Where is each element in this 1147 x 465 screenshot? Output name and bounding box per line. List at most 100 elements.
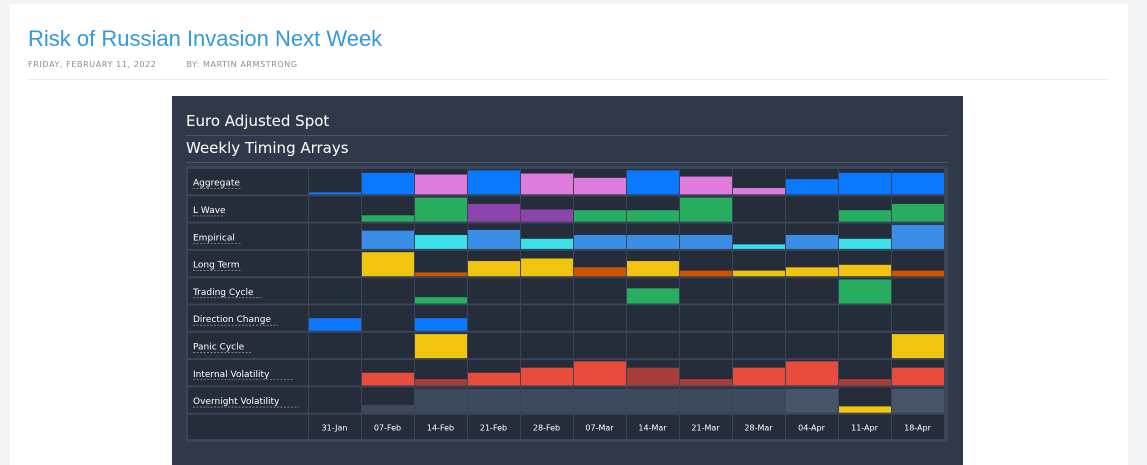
array-bar <box>574 234 626 249</box>
array-bar <box>415 272 467 277</box>
array-bar <box>839 264 891 277</box>
array-bar <box>733 244 785 249</box>
array-bar <box>468 261 520 277</box>
grid-cell <box>309 250 361 277</box>
grid-cell <box>309 360 361 386</box>
array-bar <box>521 367 573 386</box>
axis-cell <box>786 414 838 439</box>
timing-grid: Aggregate L Wave Empirical Long Term Trading… <box>186 166 948 442</box>
array-bar <box>415 297 467 304</box>
array-bar <box>627 367 679 386</box>
grid-cell <box>839 305 891 331</box>
article-byline[interactable]: BY: MARTIN ARMSTRONG <box>186 60 298 69</box>
axis-cell <box>627 414 679 439</box>
grid-cell <box>627 332 679 359</box>
array-bar <box>733 388 785 413</box>
x-tick-label: 11-Apr <box>851 423 878 432</box>
array-bar <box>415 197 467 222</box>
x-tick-label: 04-Apr <box>798 423 825 432</box>
array-bar <box>680 197 732 222</box>
array-bar <box>627 288 679 304</box>
grid-cell <box>892 305 944 331</box>
axis-cell <box>574 414 626 439</box>
array-bar <box>786 388 838 413</box>
array-bar <box>468 372 520 386</box>
grid-cell <box>680 278 732 304</box>
array-bar <box>415 174 467 195</box>
array-bar <box>733 367 785 386</box>
array-bar <box>839 238 891 249</box>
x-tick-label: 14-Mar <box>638 423 667 432</box>
array-bar <box>415 388 467 413</box>
axis-cell <box>680 414 732 439</box>
array-bar <box>892 334 944 359</box>
array-bar <box>733 187 785 195</box>
array-bar <box>786 267 838 277</box>
grid-cell <box>574 332 626 359</box>
grid-cell <box>733 332 785 359</box>
x-tick-label: 07-Feb <box>374 423 401 432</box>
grid-cell <box>627 305 679 331</box>
timing-array-figure: Euro Adjusted Spot Weekly Timing Arrays … <box>172 96 963 465</box>
array-bar <box>574 267 626 277</box>
timing-grid-svg: Aggregate L Wave Empirical Long Term Trading… <box>188 169 944 439</box>
array-bar <box>574 210 626 222</box>
grid-cell <box>362 278 414 304</box>
array-bar <box>839 406 891 413</box>
grid-cell <box>680 305 732 331</box>
axis-cell <box>468 414 520 439</box>
grid-cell <box>892 278 944 304</box>
x-tick-label: 07-Mar <box>585 423 614 432</box>
grid-cell <box>362 332 414 359</box>
array-bar <box>521 209 573 222</box>
row-label-cell <box>188 250 308 277</box>
array-bar <box>521 258 573 277</box>
grid-cell <box>733 305 785 331</box>
array-bar <box>680 176 732 195</box>
axis-cell <box>839 414 891 439</box>
array-bar <box>574 177 626 195</box>
array-bar <box>733 270 785 277</box>
title-divider <box>186 135 948 136</box>
array-bar <box>892 270 944 277</box>
array-bar <box>521 238 573 249</box>
x-tick-label: 18-Apr <box>904 423 931 432</box>
grid-cell <box>733 278 785 304</box>
grid-cell <box>309 278 361 304</box>
array-bar <box>362 230 414 249</box>
grid-cell <box>786 278 838 304</box>
array-bar <box>786 179 838 195</box>
chart-subtitle: Weekly Timing Arrays <box>186 139 349 157</box>
x-tick-label: 21-Feb <box>480 423 507 432</box>
grid-cell <box>468 278 520 304</box>
array-bar <box>839 379 891 386</box>
divider <box>28 79 1108 80</box>
array-bar <box>415 234 467 249</box>
row-label: Long Term <box>193 261 239 271</box>
axis-cell <box>892 414 944 439</box>
grid-cell <box>468 332 520 359</box>
array-bar <box>521 388 573 413</box>
row-label-cell <box>188 360 308 386</box>
row-label: Aggregate <box>193 179 240 189</box>
grid-cell <box>309 387 361 413</box>
array-bar <box>680 379 732 386</box>
grid-cell <box>468 305 520 331</box>
grid-cell <box>733 196 785 222</box>
array-bar <box>468 203 520 222</box>
array-bar <box>627 170 679 195</box>
array-bar <box>839 172 891 195</box>
grid-cell <box>786 305 838 331</box>
chart-title: Euro Adjusted Spot <box>186 112 330 130</box>
array-bar <box>892 224 944 249</box>
row-label: Direction Change <box>193 315 271 325</box>
array-bar <box>521 173 573 195</box>
array-bar <box>362 372 414 386</box>
array-bar <box>468 229 520 249</box>
row-label-cell <box>188 169 308 195</box>
row-label: L Wave <box>193 206 226 216</box>
row-label-cell <box>188 196 308 222</box>
article-title[interactable]: Risk of Russian Invasion Next Week <box>28 26 383 51</box>
grid-cell <box>574 305 626 331</box>
grid-cell <box>309 169 361 195</box>
